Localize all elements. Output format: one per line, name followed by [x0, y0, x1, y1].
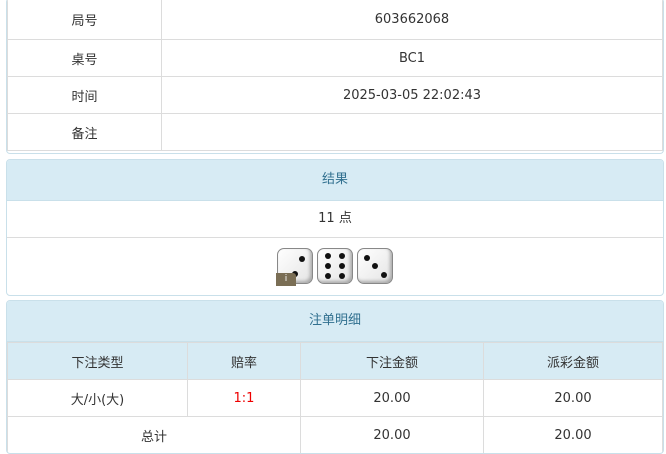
header-amount: 下注金额	[300, 342, 484, 380]
table-row: 备注	[7, 113, 663, 151]
total-amount: 20.00	[300, 416, 484, 453]
info-panel: 局号 603662068 桌号 BC1 时间 2025-03-05 22:02:43 …	[6, 0, 664, 154]
info-icon[interactable]: i	[276, 273, 296, 286]
result-points: 11 点	[7, 201, 663, 238]
label: 时间	[7, 76, 162, 114]
die-face-6-icon	[317, 248, 353, 284]
pip	[325, 272, 332, 279]
bet-details-title: 注单明细	[7, 301, 663, 342]
total-row: 总计 20.00 20.00	[7, 416, 663, 453]
pip	[363, 254, 370, 261]
pip	[325, 263, 332, 269]
pip	[325, 253, 332, 260]
value: BC1	[161, 39, 663, 77]
value	[161, 113, 663, 151]
label: 备注	[7, 113, 162, 151]
odds: 1:1	[187, 379, 301, 417]
bet-type: 大/小(大)	[7, 379, 188, 417]
pip	[338, 263, 345, 269]
dice-row: i	[7, 238, 663, 294]
pip	[338, 253, 345, 260]
table-row: 大/小(大) 1:1 20.00 20.00	[7, 379, 663, 417]
column-headers: 下注类型 赔率 下注金额 派彩金额	[7, 342, 663, 380]
total-payout: 20.00	[483, 416, 663, 453]
total-label: 总计	[7, 416, 301, 453]
pip	[380, 271, 387, 278]
pip	[372, 263, 378, 269]
die-face-2-icon: i	[276, 248, 313, 286]
bet-details-panel: 注单明细 下注类型 赔率 下注金额 派彩金额 大/小(大) 1:1 20.00 …	[6, 300, 664, 454]
header-bet-type: 下注类型	[7, 342, 188, 380]
pip	[298, 255, 305, 262]
value: 603662068	[161, 0, 663, 40]
value: 2025-03-05 22:02:43	[161, 76, 663, 114]
table-row: 局号 603662068	[7, 0, 663, 40]
table-row: 桌号 BC1	[7, 39, 663, 77]
result-title: 结果	[7, 160, 663, 201]
header-payout: 派彩金额	[483, 342, 663, 380]
header-odds: 赔率	[187, 342, 301, 380]
pip	[338, 272, 345, 279]
table-row: 时间 2025-03-05 22:02:43	[7, 76, 663, 114]
die-face-3-icon	[357, 248, 393, 284]
result-panel: 结果 11 点 i	[6, 159, 664, 296]
label: 桌号	[7, 39, 162, 77]
label: 局号	[7, 0, 162, 40]
payout: 20.00	[483, 379, 663, 417]
bet-amount: 20.00	[300, 379, 484, 417]
